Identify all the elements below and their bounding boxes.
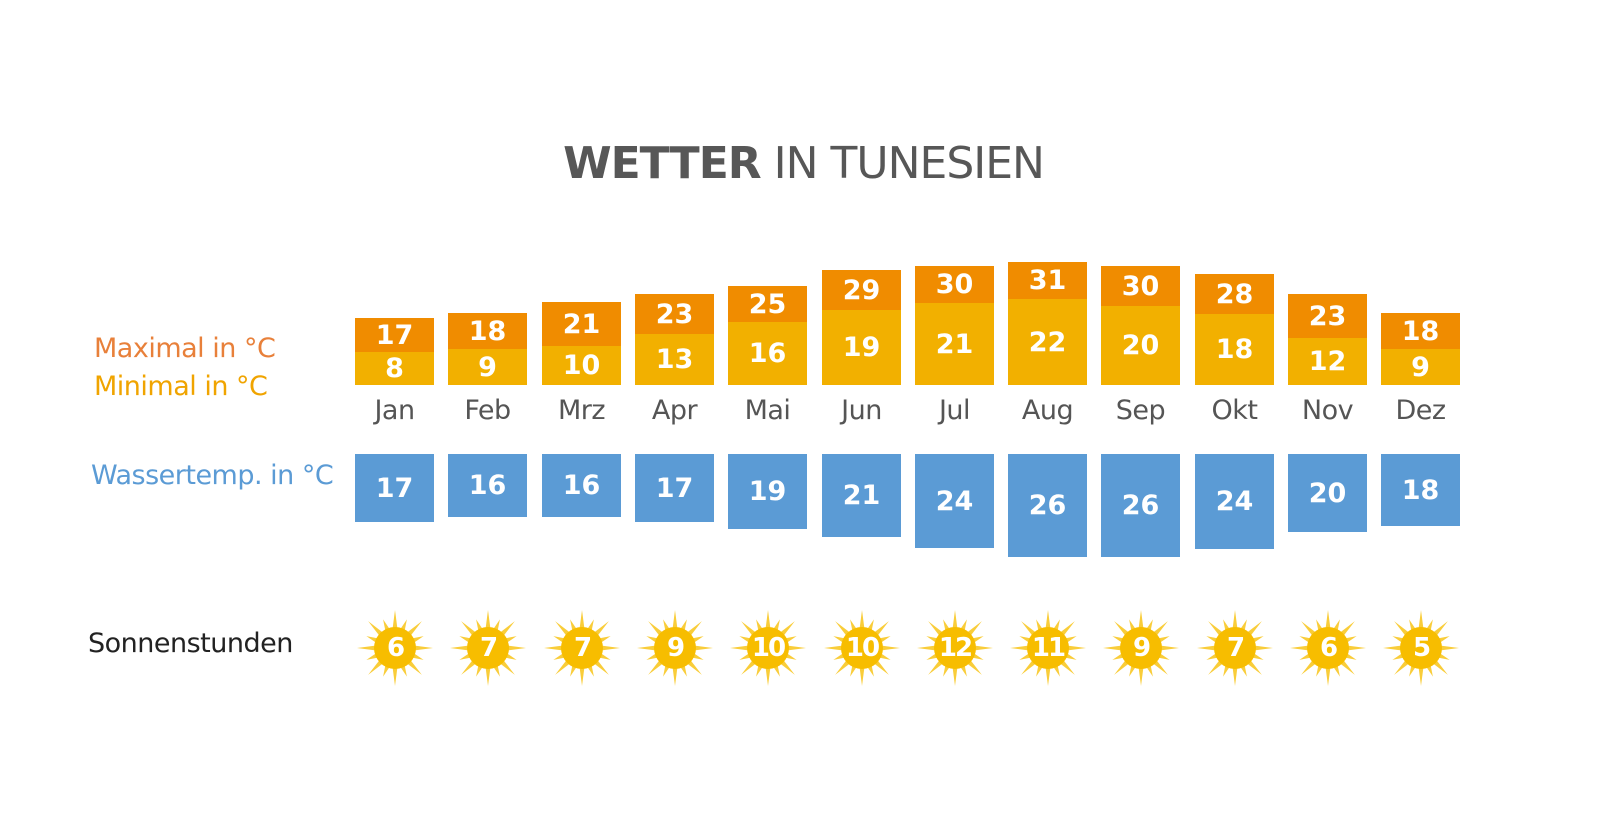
min-temp-bar: 9 xyxy=(1381,349,1460,385)
water-temp-bar: 24 xyxy=(915,454,994,548)
sun-hours-value: 11 xyxy=(1031,633,1066,663)
sun-icon: 10 xyxy=(728,608,808,688)
sun-icon: 6 xyxy=(1288,608,1368,688)
sun-icon: 6 xyxy=(355,608,435,688)
max-temp-bar: 28 xyxy=(1195,274,1274,314)
legend-max: Maximal in °C xyxy=(94,333,276,364)
water-temp-bar: 16 xyxy=(542,454,621,517)
water-temp-bar: 26 xyxy=(1101,454,1180,557)
max-temp-bar: 31 xyxy=(1008,262,1087,299)
water-temp-bar: 17 xyxy=(635,454,714,522)
sun-hours-value: 7 xyxy=(1226,633,1245,663)
month-label: Jun xyxy=(841,395,882,426)
month-label: Mai xyxy=(744,395,791,426)
sun-icon: 9 xyxy=(1101,608,1181,688)
month-label: Sep xyxy=(1115,395,1166,426)
max-temp-bar: 18 xyxy=(448,313,527,349)
title-bold: WETTER xyxy=(563,138,762,189)
sun-hours-value: 5 xyxy=(1412,633,1431,663)
max-temp-bar: 30 xyxy=(1101,266,1180,306)
month-label: Mrz xyxy=(557,395,606,426)
max-temp-bar: 21 xyxy=(542,302,621,346)
chart-title: WETTER IN TUNESIEN xyxy=(0,138,1607,189)
max-temp-bar: 23 xyxy=(1288,294,1367,338)
month-label: Dez xyxy=(1395,395,1446,426)
month-label: Apr xyxy=(651,395,698,426)
title-light: IN TUNESIEN xyxy=(773,138,1045,189)
min-temp-bar: 8 xyxy=(355,352,434,385)
sun-icon: 7 xyxy=(1195,608,1275,688)
max-temp-bar: 29 xyxy=(822,270,901,310)
legend-sun: Sonnenstunden xyxy=(88,628,293,659)
legend-min: Minimal in °C xyxy=(94,371,268,402)
month-label: Jul xyxy=(938,395,971,426)
sun-icon: 9 xyxy=(635,608,715,688)
min-temp-bar: 19 xyxy=(822,310,901,385)
water-temp-bar: 18 xyxy=(1381,454,1460,526)
sun-icon: 5 xyxy=(1381,608,1461,688)
sun-icon: 7 xyxy=(448,608,528,688)
sun-icon: 10 xyxy=(822,608,902,688)
water-temp-bar: 24 xyxy=(1195,454,1274,549)
max-temp-bar: 30 xyxy=(915,266,994,303)
water-temp-bar: 20 xyxy=(1288,454,1367,532)
month-label: Nov xyxy=(1301,395,1354,426)
legend-water: Wassertemp. in °C xyxy=(91,460,334,491)
min-temp-bar: 16 xyxy=(728,322,807,385)
water-temp-bar: 26 xyxy=(1008,454,1087,557)
sun-icon: 7 xyxy=(542,608,622,688)
month-label: Okt xyxy=(1211,395,1258,426)
water-temp-bar: 17 xyxy=(355,454,434,522)
water-temp-bar: 21 xyxy=(822,454,901,537)
sun-hours-value: 10 xyxy=(845,633,880,663)
sun-icon: 12 xyxy=(915,608,995,688)
min-temp-bar: 13 xyxy=(635,334,714,385)
max-temp-bar: 23 xyxy=(635,294,714,334)
max-temp-bar: 18 xyxy=(1381,313,1460,349)
water-temp-bar: 19 xyxy=(728,454,807,529)
min-temp-bar: 18 xyxy=(1195,314,1274,385)
sun-hours-value: 7 xyxy=(479,633,498,663)
min-temp-bar: 20 xyxy=(1101,306,1180,385)
sun-hours-value: 7 xyxy=(573,633,592,663)
sun-icon: 11 xyxy=(1008,608,1088,688)
sun-hours-value: 9 xyxy=(666,633,685,663)
water-temp-bar: 16 xyxy=(448,454,527,517)
min-temp-bar: 9 xyxy=(448,349,527,385)
month-label: Feb xyxy=(464,395,511,426)
max-temp-bar: 17 xyxy=(355,318,434,352)
sun-hours-value: 6 xyxy=(386,633,405,663)
min-temp-bar: 10 xyxy=(542,346,621,385)
sun-hours-value: 12 xyxy=(938,633,973,663)
sun-hours-value: 9 xyxy=(1132,633,1151,663)
min-temp-bar: 22 xyxy=(1008,299,1087,385)
max-temp-bar: 25 xyxy=(728,286,807,322)
month-label: Jan xyxy=(374,395,415,426)
sun-hours-value: 6 xyxy=(1319,633,1338,663)
min-temp-bar: 21 xyxy=(915,303,994,385)
month-label: Aug xyxy=(1021,395,1074,426)
sun-hours-value: 10 xyxy=(751,633,786,663)
min-temp-bar: 12 xyxy=(1288,338,1367,385)
